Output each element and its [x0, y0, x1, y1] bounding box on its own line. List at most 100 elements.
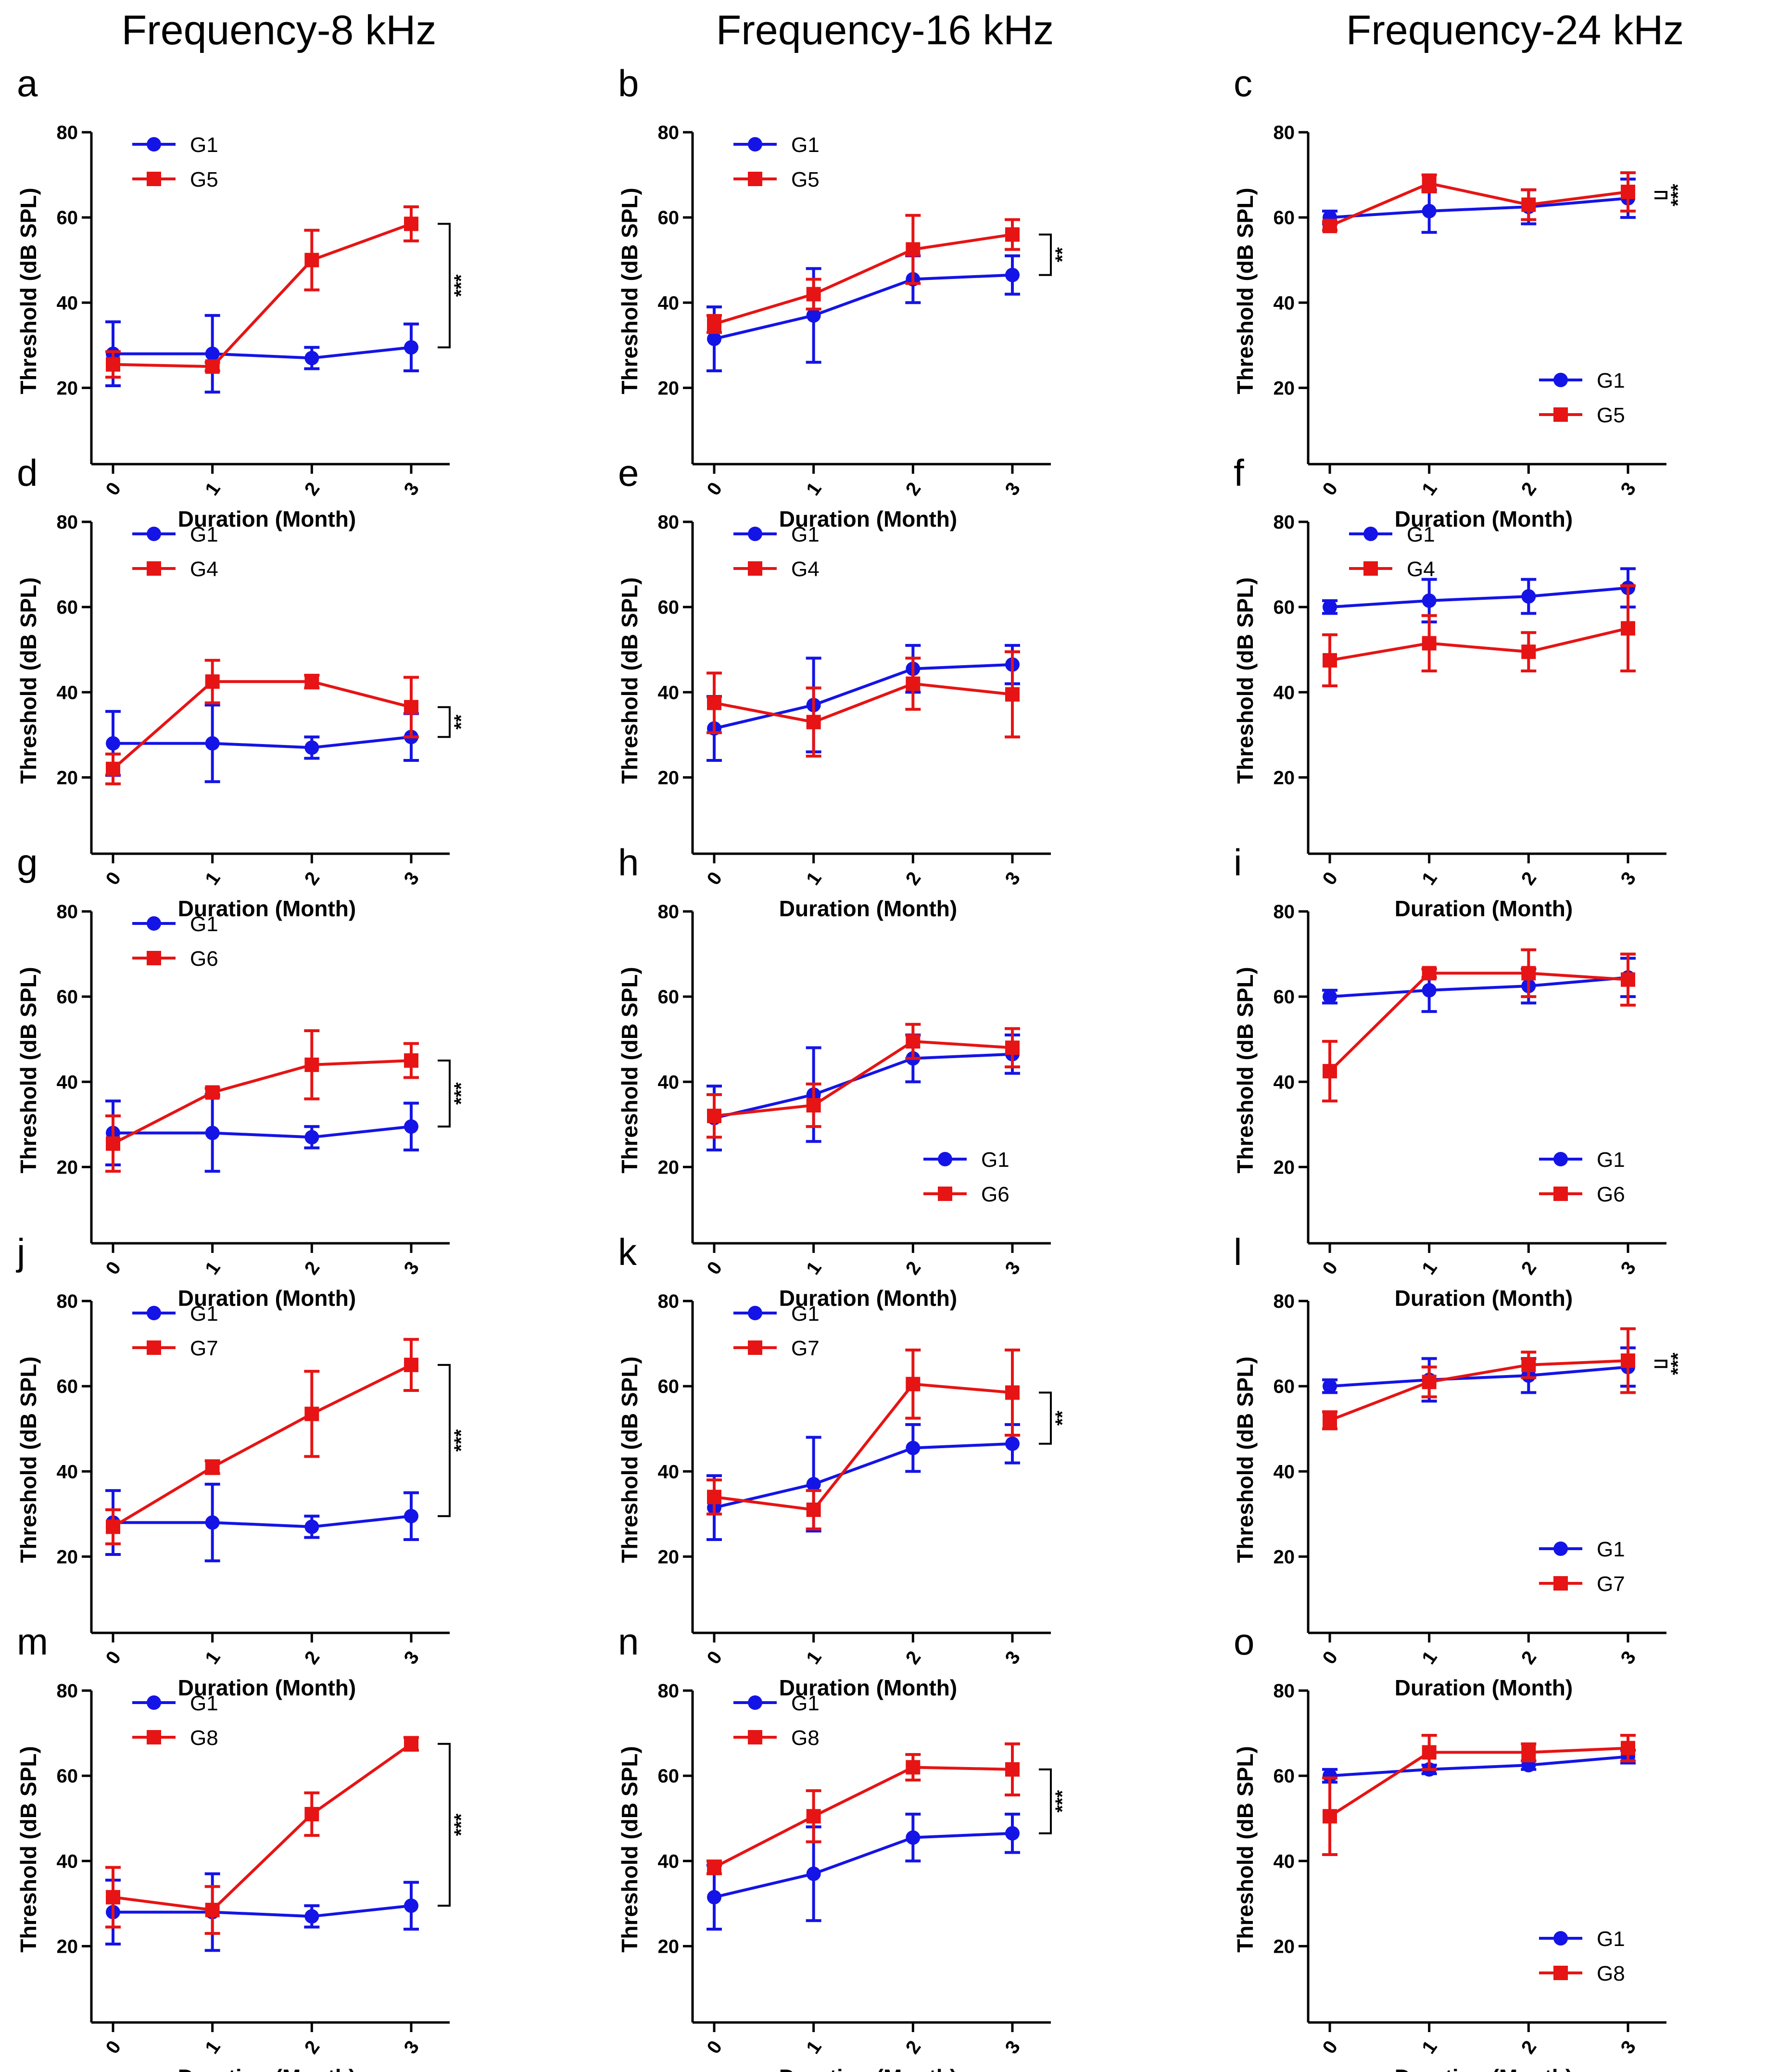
legend-label: G4 [190, 557, 218, 581]
y-axis-title: Threshold (dB SPL) [1233, 577, 1258, 783]
panel-letter-d: d [17, 452, 38, 494]
panel-letter-m: m [17, 1620, 48, 1663]
data-point [707, 316, 721, 331]
x-axis-title: Duration (Month) [779, 1675, 957, 1700]
data-point [1422, 636, 1437, 651]
x-tick-label: 0 [703, 1258, 726, 1278]
legend-label: G1 [190, 133, 218, 157]
data-point [205, 736, 220, 751]
x-tick-label: 2 [902, 1258, 925, 1278]
series-G5 [105, 205, 419, 379]
data-point [404, 1357, 418, 1372]
significance-bracket: *** [438, 1060, 472, 1128]
series-G1 [105, 1482, 419, 1563]
series-line [113, 346, 412, 360]
column-title-24khz: Frequency-24 kHz [1346, 7, 1684, 53]
panel-letter-f: f [1234, 452, 1244, 494]
legend-label: G4 [791, 557, 820, 581]
legend-label: G1 [1597, 1148, 1625, 1172]
legend-marker [147, 1340, 161, 1355]
data-point [1521, 197, 1536, 212]
legend-marker [147, 916, 161, 931]
series-line [1329, 627, 1628, 662]
legend-label: G1 [1407, 523, 1435, 546]
x-tick-label: 1 [201, 479, 225, 499]
legend-label: G8 [1597, 1962, 1625, 1985]
panel-letter-e: e [618, 452, 639, 494]
data-point [806, 308, 821, 323]
x-axis-title: Duration (Month) [1395, 1286, 1573, 1311]
data-point [1323, 653, 1337, 668]
series-line [112, 1059, 412, 1145]
x-tick-label: 2 [902, 479, 925, 499]
panel-letter-l: l [1234, 1231, 1242, 1273]
series-line [112, 680, 412, 770]
legend-marker [1553, 1931, 1568, 1946]
legend-marker [147, 172, 161, 186]
x-tick-label: 1 [802, 479, 826, 499]
data-point [1422, 966, 1437, 981]
significance-label: *** [1667, 184, 1689, 206]
series-G4 [105, 658, 419, 785]
x-tick-label: 0 [703, 479, 726, 499]
legend-marker [748, 1340, 762, 1355]
chart-panel-b: b 20 40 60 80 0 1 2 3 Duration (Month) Threshold (… [617, 62, 1073, 531]
y-tick-label: 60 [658, 207, 680, 228]
legend-label: G1 [791, 1302, 820, 1326]
x-tick-label: 2 [1517, 479, 1541, 499]
x-tick-label: 0 [1318, 1258, 1342, 1278]
x-tick-label: 1 [802, 868, 826, 889]
data-point [806, 1809, 821, 1824]
data-point [205, 1903, 220, 1918]
series-G6 [105, 1029, 419, 1173]
significance-label: ** [1052, 1411, 1073, 1426]
bracket-line [438, 1743, 451, 1907]
y-tick-label: 40 [658, 1072, 680, 1093]
x-tick-label: 3 [1616, 1258, 1640, 1278]
legend-label: G1 [791, 523, 820, 546]
y-tick-label: 80 [658, 1680, 680, 1702]
significance-label: *** [451, 1429, 472, 1452]
y-axis-title: Threshold (dB SPL) [1233, 967, 1258, 1173]
y-tick-label: 80 [57, 512, 78, 533]
data-point [304, 740, 319, 755]
y-tick-label: 20 [57, 1936, 78, 1957]
data-point [1323, 600, 1337, 615]
x-tick-label: 3 [1001, 868, 1024, 889]
x-tick-label: 3 [400, 1647, 423, 1668]
significance-bracket: *** [1654, 1352, 1689, 1375]
series-line [714, 1040, 1013, 1118]
x-tick-label: 3 [1616, 2037, 1640, 2058]
y-tick-label: 40 [57, 1461, 78, 1482]
y-axis-title: Threshold (dB SPL) [617, 577, 642, 783]
chart-panel-n: n204060800123Duration (Month)Threshold (… [617, 1620, 1073, 2072]
y-tick-label: 80 [57, 1680, 78, 1702]
data-point [1005, 267, 1020, 282]
legend-label: G6 [981, 1183, 1009, 1206]
x-tick-label: 2 [301, 479, 324, 499]
y-tick-label: 60 [57, 1766, 78, 1787]
x-tick-label: 3 [400, 868, 423, 889]
significance-bracket: *** [1039, 1768, 1073, 1834]
bracket-line [1654, 1360, 1667, 1368]
y-tick-label: 20 [1274, 1936, 1295, 1957]
bracket-line [438, 1060, 451, 1128]
x-axis-title: Duration (Month) [178, 1675, 356, 1700]
significance-label: *** [1052, 1790, 1073, 1813]
data-point [304, 1406, 319, 1421]
x-tick-label: 1 [201, 1258, 225, 1278]
y-tick-label: 60 [658, 597, 680, 618]
y-axis-title: Threshold (dB SPL) [617, 1746, 642, 1952]
x-tick-label: 0 [703, 868, 726, 889]
y-tick-label: 20 [57, 1157, 78, 1178]
series-line [1329, 1746, 1628, 1818]
data-point [205, 359, 220, 374]
data-point [304, 1807, 319, 1821]
y-tick-label: 80 [658, 512, 680, 533]
y-tick-label: 40 [1274, 292, 1295, 314]
